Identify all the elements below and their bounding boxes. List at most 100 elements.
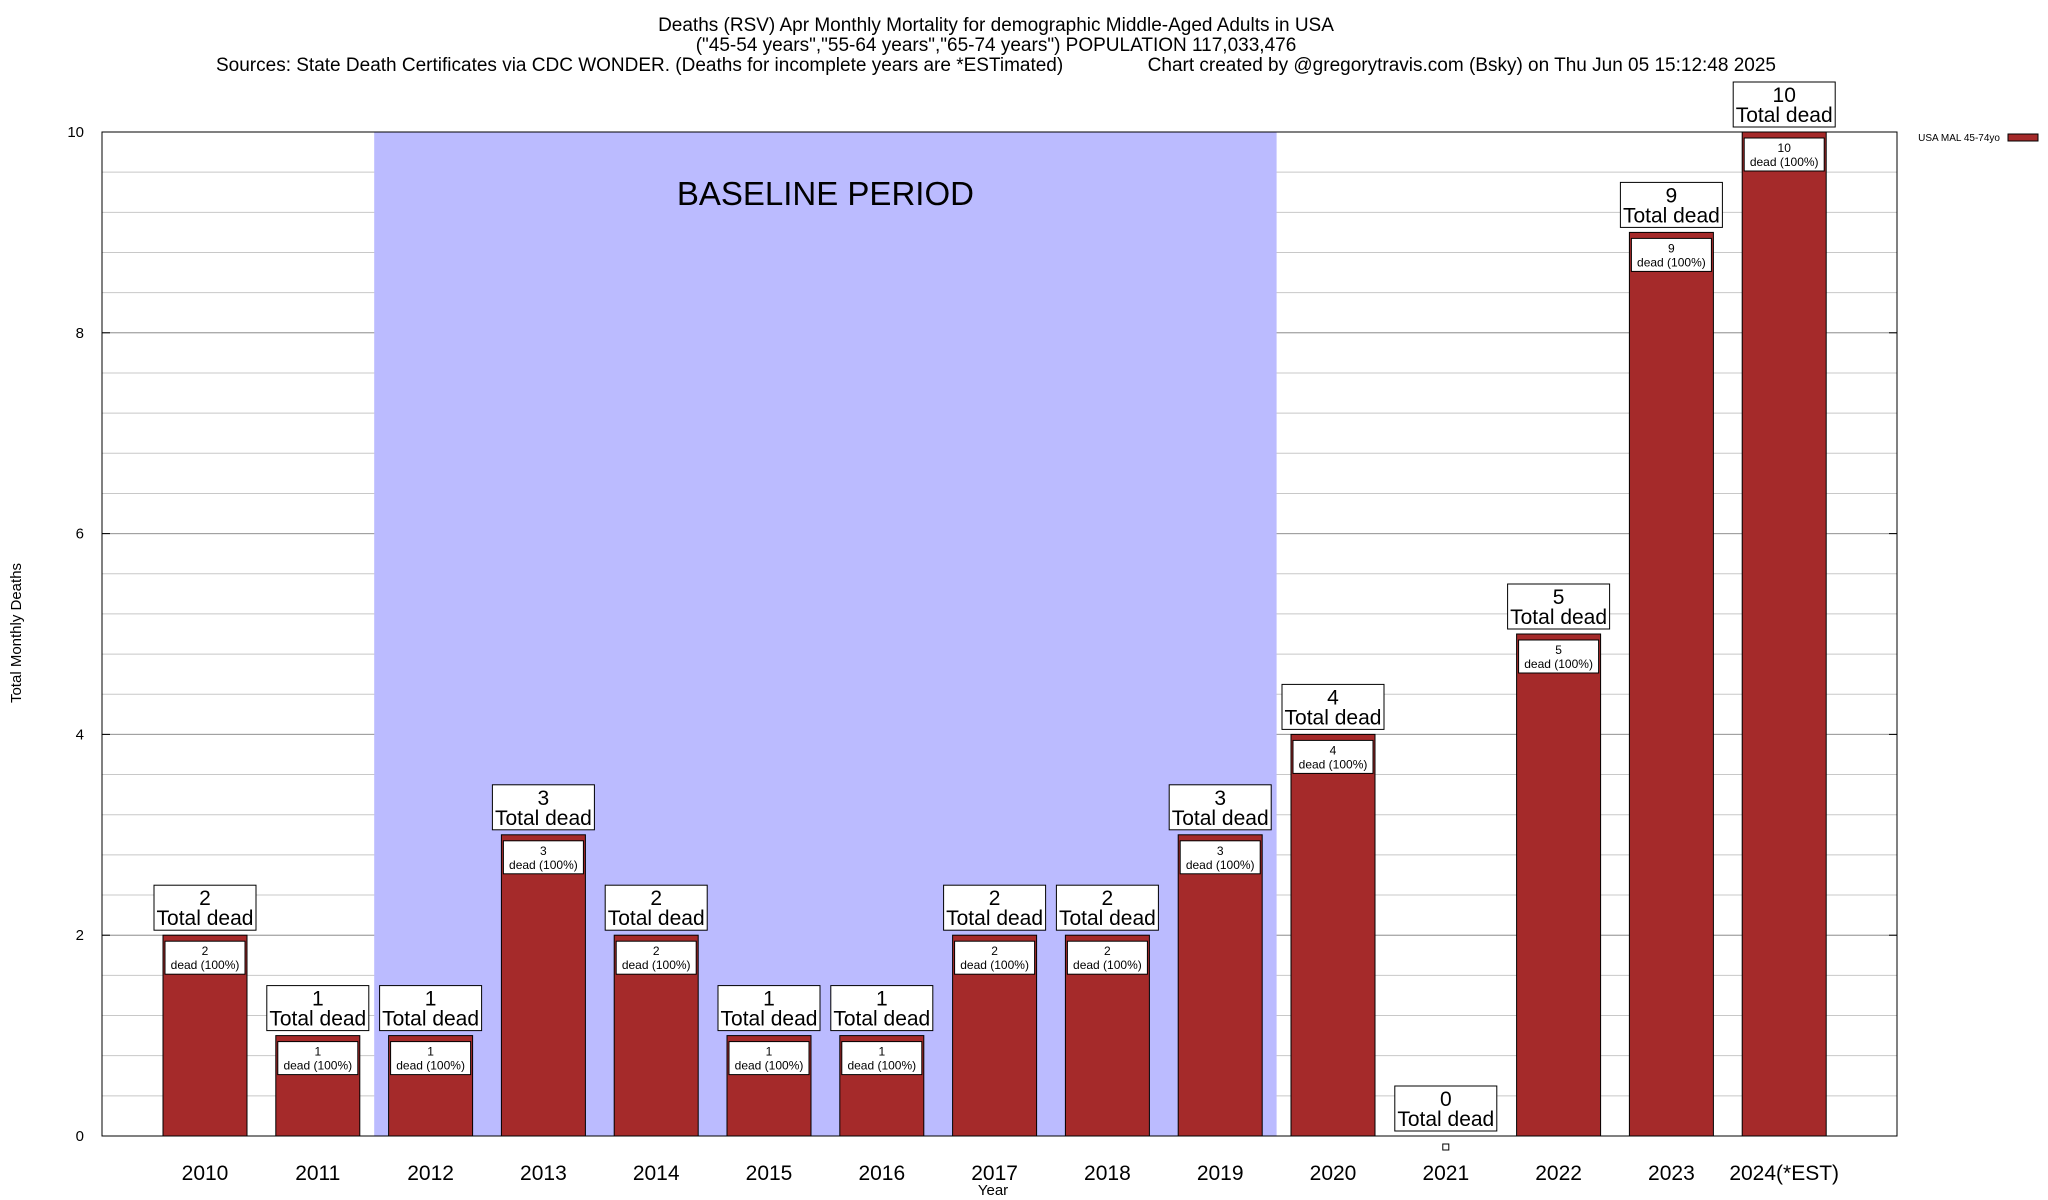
top-label-text: Total dead [608, 907, 705, 930]
top-label-value: 1 [763, 988, 775, 1011]
title-line-3: Sources: State Death Certificates via CD… [216, 55, 1776, 76]
inner-label-value: 1 [766, 1045, 773, 1059]
inner-label-text: dead (100%) [283, 1059, 352, 1073]
bar [1741, 131, 1827, 1137]
inner-label-box [1179, 840, 1261, 875]
top-label-box [943, 884, 1047, 931]
y-tick-label: 4 [76, 726, 84, 743]
inner-label-box [277, 1041, 359, 1076]
top-label-text: Total dead [495, 807, 592, 830]
bar [1177, 834, 1263, 1137]
top-label-text: Total dead [157, 907, 254, 930]
inner-label-value: 4 [1330, 743, 1337, 757]
top-label-text: Total dead [721, 1008, 818, 1031]
top-label-text: Total dead [833, 1008, 930, 1031]
top-label-box [491, 784, 595, 831]
bar [1290, 733, 1376, 1137]
inner-label-value: 1 [427, 1045, 434, 1059]
top-label-text: Total dead [1736, 104, 1833, 127]
inner-label-value: 1 [314, 1045, 321, 1059]
bar [1628, 231, 1714, 1137]
inner-label-text: dead (100%) [509, 858, 578, 872]
inner-label-text: dead (100%) [960, 958, 1029, 972]
inner-label-text: dead (100%) [396, 1059, 465, 1073]
x-tick-label: 2023 [1648, 1162, 1695, 1185]
inner-label-text: dead (100%) [171, 958, 240, 972]
inner-label-box [1743, 137, 1825, 172]
inner-label-value: 3 [1217, 844, 1224, 858]
top-label-text: Total dead [1510, 606, 1607, 629]
top-label-value: 0 [1440, 1088, 1452, 1111]
inner-label-text: dead (100%) [1299, 757, 1368, 771]
top-label-box [830, 985, 934, 1032]
y-tick-label: 8 [76, 325, 84, 342]
inner-label-value: 2 [653, 944, 660, 958]
top-label-box [1168, 784, 1272, 831]
y-axis-label: Total Monthly Deaths [8, 563, 25, 703]
inner-label-box [164, 940, 246, 975]
top-label-box [1619, 181, 1723, 228]
top-label-text: Total dead [946, 907, 1043, 930]
inner-label-value: 2 [1104, 944, 1111, 958]
x-tick-label: 2022 [1535, 1162, 1582, 1185]
top-label-value: 3 [538, 787, 550, 810]
top-label-value: 1 [425, 988, 437, 1011]
inner-label-text: dead (100%) [847, 1059, 916, 1073]
top-label-value: 4 [1327, 686, 1339, 709]
x-tick-label: 2018 [1084, 1162, 1131, 1185]
inner-label-value: 10 [1778, 141, 1792, 155]
top-label-box [1055, 884, 1159, 931]
top-label-value: 2 [1102, 887, 1114, 910]
top-label-box [604, 884, 708, 931]
top-label-value: 10 [1773, 84, 1796, 107]
plot-frame [101, 131, 1898, 1137]
inner-label-text: dead (100%) [1750, 155, 1819, 169]
y-tick-label: 10 [67, 124, 84, 141]
top-label-value: 3 [1214, 787, 1226, 810]
legend-swatch [2007, 133, 2039, 142]
inner-label-box [502, 840, 584, 875]
inner-label-box [390, 1041, 472, 1076]
inner-label-text: dead (100%) [1637, 255, 1706, 269]
top-label-text: Total dead [1397, 1108, 1494, 1131]
inner-label-box [1630, 237, 1712, 272]
x-tick-label: 2012 [407, 1162, 454, 1185]
inner-label-box [615, 940, 697, 975]
x-axis-label: Year [978, 1182, 1008, 1199]
inner-label-value: 2 [202, 944, 209, 958]
top-label-box [266, 985, 370, 1032]
x-tick-label: 2020 [1310, 1162, 1357, 1185]
top-label-value: 2 [650, 887, 662, 910]
bars [162, 131, 1827, 1151]
inner-label-box [1292, 739, 1374, 774]
inner-label-value: 9 [1668, 241, 1675, 255]
inner-label-box [841, 1041, 923, 1076]
y-tick-label: 6 [76, 526, 84, 543]
inner-label-box [954, 940, 1036, 975]
inner-label-text: dead (100%) [1073, 958, 1142, 972]
